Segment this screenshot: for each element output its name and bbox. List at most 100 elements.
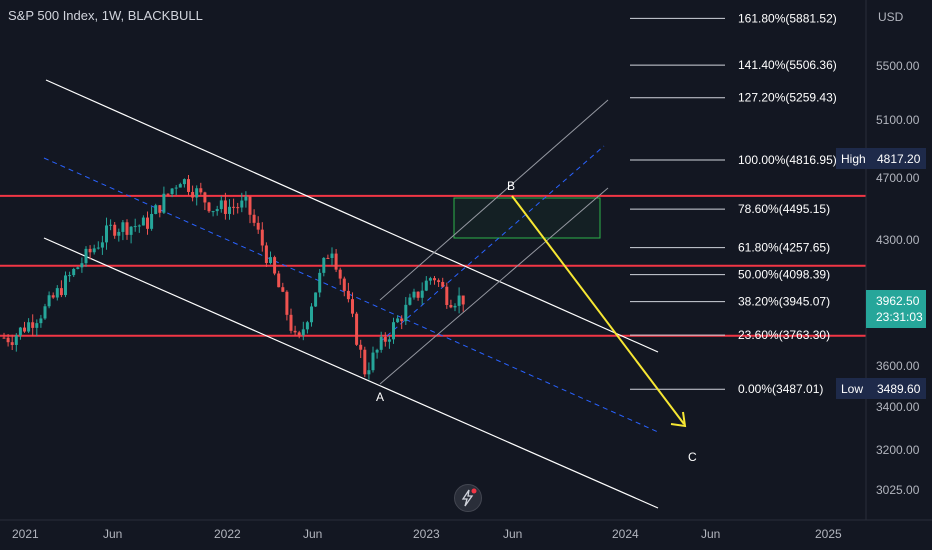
- candle-body: [96, 247, 100, 249]
- candle-body: [281, 287, 285, 292]
- candle-body: [35, 323, 39, 328]
- candle-body: [215, 209, 219, 212]
- candle-body: [178, 184, 182, 188]
- candle-body: [88, 248, 92, 253]
- candle-body: [367, 370, 371, 375]
- channel-upper-line: [45, 79, 659, 353]
- candle-body: [10, 342, 14, 345]
- candle-body: [223, 200, 227, 214]
- fib-label-5: 61.80%(4257.65): [738, 241, 830, 255]
- candle-body: [64, 275, 67, 296]
- fib-label-7: 38.20%(3945.07): [738, 295, 830, 309]
- candle-body: [314, 292, 318, 307]
- candle-body: [310, 306, 313, 323]
- candle-body: [285, 291, 289, 315]
- fib-label-4: 78.60%(4495.15): [738, 202, 830, 216]
- candle-body: [80, 263, 84, 268]
- candle-body: [408, 297, 412, 305]
- candle-body: [236, 207, 240, 209]
- candle-body: [264, 245, 268, 264]
- candle-body: [334, 253, 338, 270]
- rising-channel-upper: [379, 99, 609, 301]
- candle-body: [453, 305, 457, 308]
- candle-body: [289, 314, 293, 331]
- candle-body: [396, 318, 400, 323]
- target-zone-box: [453, 197, 601, 239]
- high-badge-label: High: [841, 152, 866, 166]
- fib-label-3: 100.00%(4816.95): [738, 153, 837, 167]
- price-tick-3025: 3025.00: [876, 483, 920, 497]
- price-tick-3200: 3200.00: [876, 443, 920, 457]
- lightning-icon: [461, 488, 477, 507]
- channel-midline: [43, 157, 659, 433]
- candle-body: [18, 327, 22, 336]
- candle-body: [293, 330, 297, 333]
- fib-label-0: 161.80%(5881.52): [738, 11, 837, 25]
- fibonacci-levels: 161.80%(5881.52) 141.40%(5506.36) 127.20%(…: [630, 11, 837, 396]
- candle-body: [449, 304, 453, 308]
- resistance-levels: [0, 194, 866, 337]
- candle-body: [322, 257, 326, 273]
- candle-body: [416, 291, 420, 298]
- candle-body: [297, 332, 301, 336]
- candle-body: [133, 226, 137, 228]
- candle-body: [433, 278, 436, 281]
- candle-body: [170, 188, 174, 195]
- candle-body: [166, 193, 170, 195]
- low-badge-value: 3489.60: [877, 382, 921, 396]
- candle-body: [203, 192, 207, 203]
- candle-body: [346, 290, 350, 300]
- candle-body: [428, 278, 432, 281]
- price-channel: [43, 79, 659, 509]
- candle-body: [125, 222, 129, 235]
- candle-body: [387, 339, 391, 342]
- candle-body: [72, 268, 76, 276]
- candle-body: [457, 295, 461, 306]
- candle-body: [43, 306, 47, 319]
- candle-body: [359, 344, 363, 350]
- price-tick-4300: 4300.00: [876, 233, 920, 247]
- wave-label-b: B: [507, 179, 515, 193]
- candle-body: [301, 329, 305, 336]
- price-axis[interactable]: USD 5500.00 5100.00 4700.00 4300.00 3600…: [836, 0, 926, 520]
- candle-body: [6, 337, 10, 343]
- candle-body: [137, 225, 141, 227]
- candle-body: [240, 200, 244, 208]
- candle-body: [150, 213, 154, 229]
- time-tick-2023: 2023: [413, 527, 440, 541]
- last-price-value: 3962.50: [876, 294, 920, 308]
- candle-body: [342, 278, 346, 291]
- wave-labels: A B C: [376, 179, 697, 464]
- price-tick-5500: 5500.00: [876, 59, 920, 73]
- last-price-badge: [866, 290, 926, 328]
- candle-body: [146, 217, 149, 229]
- channel-lower-line: [43, 237, 659, 509]
- candle-body: [392, 322, 395, 340]
- candle-body: [371, 352, 375, 371]
- candle-body: [55, 288, 59, 298]
- candle-body: [2, 337, 6, 339]
- candle-body: [76, 267, 80, 269]
- candle-body: [158, 205, 162, 213]
- price-tick-3600: 3600.00: [876, 359, 920, 373]
- time-tick-2025: 2025: [815, 527, 842, 541]
- time-axis[interactable]: 2021 Jun 2022 Jun 2023 Jun 2024 Jun 2025: [0, 519, 932, 541]
- candle-body: [244, 196, 248, 201]
- candle-body: [375, 349, 379, 353]
- price-tick-5100: 5100.00: [876, 113, 920, 127]
- time-tick-2022: 2022: [214, 527, 241, 541]
- candle-body: [424, 280, 428, 291]
- candle-body: [445, 286, 449, 305]
- low-badge-label: Low: [841, 382, 863, 396]
- candle-body: [154, 205, 158, 214]
- fib-label-8: 23.60%(3763.30): [738, 328, 830, 342]
- time-tick-jun-2023: Jun: [503, 527, 522, 541]
- candle-body: [117, 231, 121, 236]
- bar-countdown: 23:31:03: [876, 310, 923, 324]
- lightning-button[interactable]: [454, 484, 482, 512]
- time-tick-jun-2022: Jun: [303, 527, 322, 541]
- candle-body: [351, 299, 354, 314]
- candle-body: [191, 191, 195, 198]
